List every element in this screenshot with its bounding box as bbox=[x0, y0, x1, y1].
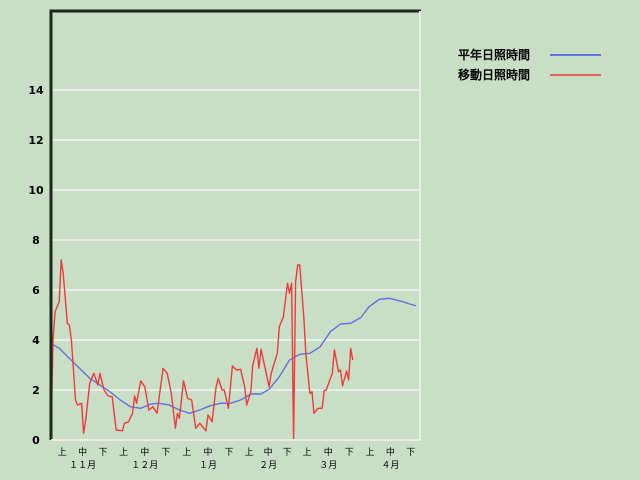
x-dekad-label: 下 bbox=[406, 448, 415, 458]
y-tick-label: 12 bbox=[28, 134, 43, 147]
x-dekad-label: 中 bbox=[264, 446, 273, 458]
x-dekad-label: 下 bbox=[225, 448, 234, 458]
x-dekad-label: 中 bbox=[324, 446, 333, 458]
series-line-moving-sunshine bbox=[50, 259, 354, 441]
x-month-label: ２月 bbox=[259, 460, 277, 471]
x-dekad-label: 上 bbox=[182, 447, 191, 458]
y-axis-ticks: 0 2 4 6 8 10 12 14 bbox=[28, 84, 44, 447]
y-tick-label: 4 bbox=[32, 334, 40, 347]
x-month-label: ３月 bbox=[319, 460, 337, 471]
x-dekad-label: 下 bbox=[98, 448, 107, 458]
x-dekad-label: 中 bbox=[386, 446, 395, 458]
x-month-label: ４月 bbox=[381, 460, 399, 471]
y-tick-label: 2 bbox=[32, 384, 40, 397]
legend-label-moving: 移動日照時間 bbox=[458, 67, 530, 82]
legend-label-normal: 平年日照時間 bbox=[458, 47, 530, 62]
x-dekad-label: 上 bbox=[58, 447, 67, 458]
x-dekad-label: 上 bbox=[303, 447, 312, 458]
series-lines bbox=[50, 259, 417, 441]
y-tick-label: 0 bbox=[32, 434, 40, 447]
x-dekad-label: 上 bbox=[366, 447, 375, 458]
x-dekad-label: 中 bbox=[203, 446, 212, 458]
y-tick-label: 10 bbox=[28, 184, 44, 197]
x-month-label: １２月 bbox=[131, 460, 158, 471]
x-month-label: １１月 bbox=[69, 460, 96, 471]
x-dekad-label: 上 bbox=[245, 447, 254, 458]
x-dekad-label: 下 bbox=[345, 448, 354, 458]
plot-frame bbox=[49, 9, 421, 440]
x-dekad-label: 中 bbox=[78, 446, 87, 458]
legend: 平年日照時間 移動日照時間 bbox=[458, 47, 601, 82]
y-tick-label: 8 bbox=[32, 234, 40, 247]
x-dekad-label: 上 bbox=[119, 447, 128, 458]
x-dekad-label: 下 bbox=[283, 448, 292, 458]
y-tick-label: 6 bbox=[32, 284, 40, 297]
x-axis-ticks: 上中下１１月上中下１２月上中下１月上中下２月上中下３月上中下４月 bbox=[58, 446, 416, 471]
x-dekad-label: 中 bbox=[140, 446, 149, 458]
grid-lines bbox=[51, 89, 420, 391]
x-dekad-label: 下 bbox=[161, 448, 170, 458]
y-tick-label: 14 bbox=[28, 84, 44, 97]
x-month-label: １月 bbox=[199, 460, 217, 471]
series-line-normal-sunshine bbox=[50, 297, 417, 414]
